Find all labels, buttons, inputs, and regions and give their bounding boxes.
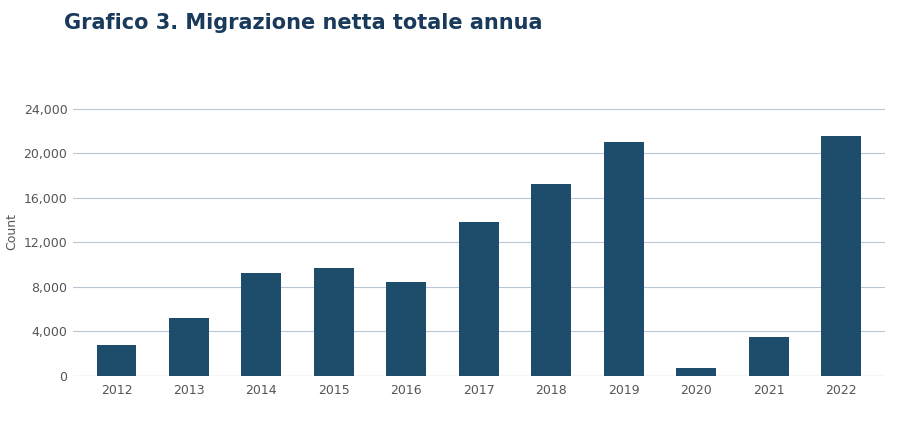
Bar (97, 345, 137, 376)
Bar (169, 318, 209, 376)
Bar (676, 368, 715, 376)
Bar (386, 283, 425, 376)
Bar (603, 142, 643, 376)
Bar (241, 273, 281, 376)
Bar (313, 268, 353, 376)
Y-axis label: Count: Count (5, 213, 18, 250)
Bar (820, 137, 860, 376)
Bar (748, 337, 788, 376)
Bar (531, 184, 570, 376)
Bar (458, 222, 498, 376)
Text: Grafico 3. Migrazione netta totale annua: Grafico 3. Migrazione netta totale annua (64, 13, 542, 33)
